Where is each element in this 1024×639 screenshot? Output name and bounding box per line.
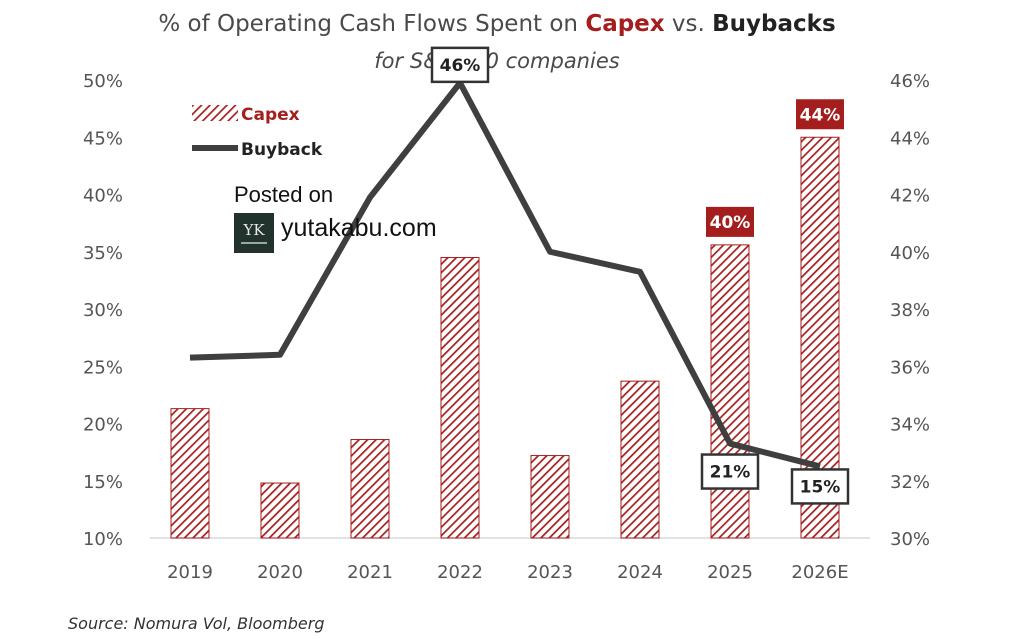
- right-tick-label: 44%: [890, 128, 930, 149]
- buyback-data-label: 21%: [710, 463, 751, 483]
- capex-data-label: 44%: [800, 105, 841, 125]
- right-tick-label: 36%: [890, 357, 930, 378]
- capex-data-label: 40%: [710, 213, 751, 233]
- buyback-label-box: [700, 453, 760, 490]
- left-tick-label: 45%: [83, 128, 123, 149]
- buyback-label-box: [430, 46, 490, 84]
- left-tick-label: 20%: [83, 415, 123, 436]
- legend-capex-label: Capex: [241, 105, 300, 125]
- x-tick-label: 2025: [707, 562, 753, 583]
- capex-bar: [620, 380, 660, 539]
- watermark-posted-on: Posted on: [234, 182, 334, 207]
- right-tick-label: 42%: [890, 186, 930, 207]
- x-tick-label: 2021: [347, 562, 393, 583]
- x-tick-label: 2024: [617, 562, 663, 583]
- right-tick-label: 46%: [890, 71, 930, 92]
- source-note: Source: Nomura Vol, Bloomberg: [68, 614, 324, 633]
- right-tick-label: 34%: [890, 415, 930, 436]
- left-tick-label: 35%: [83, 243, 123, 264]
- capex-label-box: [796, 99, 844, 130]
- right-tick-label: 32%: [890, 472, 930, 493]
- watermark-logo: YK: [234, 213, 274, 253]
- x-axis: 2019 2020 2021 2022 2023 2024 2025 2026E: [167, 562, 849, 583]
- x-tick-label: 2020: [257, 562, 303, 583]
- capex-bar: [530, 455, 570, 539]
- data-labels: 40% 44% 46% 21% 15%: [430, 46, 850, 505]
- buyback-line: [189, 79, 821, 470]
- left-tick-label: 25%: [83, 357, 123, 378]
- watermark-logo-rule: [241, 241, 267, 244]
- title-part-1: % of Operating Cash Flows Spent on: [158, 11, 585, 37]
- left-tick-label: 15%: [83, 472, 123, 493]
- legend: Capex Buyback: [192, 105, 323, 160]
- x-tick-label: 2026E: [791, 562, 848, 583]
- watermark-site: yutakabu.com: [281, 214, 437, 242]
- title-buybacks: Buybacks: [712, 11, 836, 37]
- chart-title: % of Operating Cash Flows Spent on Capex…: [158, 11, 835, 37]
- capex-label-box: [706, 206, 754, 237]
- buyback-data-label: 15%: [800, 477, 841, 497]
- title-part-3: vs.: [665, 11, 713, 37]
- capex-bar: [710, 244, 750, 539]
- x-tick-label: 2023: [527, 562, 573, 583]
- chart-subtitle: for S&P 500 companies: [374, 49, 619, 73]
- left-axis: 10% 15% 20% 25% 30% 35% 40% 45% 50%: [83, 71, 123, 550]
- left-tick-label: 30%: [83, 300, 123, 321]
- capex-bar: [170, 408, 210, 539]
- left-tick-label: 40%: [83, 186, 123, 207]
- left-tick-label: 10%: [83, 529, 123, 550]
- capex-bar: [350, 439, 390, 539]
- x-tick-label: 2019: [167, 562, 213, 583]
- capex-bar: [440, 256, 480, 539]
- right-tick-label: 30%: [890, 529, 930, 550]
- capex-bar: [260, 482, 300, 539]
- right-axis: 30% 32% 34% 36% 38% 40% 42% 44% 46%: [890, 71, 930, 550]
- right-tick-label: 38%: [890, 300, 930, 321]
- legend-buyback-label: Buyback: [241, 140, 323, 160]
- buyback-label-box: [790, 468, 850, 505]
- title-capex: Capex: [585, 11, 664, 37]
- watermark-logo-text: YK: [243, 220, 265, 239]
- left-tick-label: 50%: [83, 71, 123, 92]
- x-tick-label: 2022: [437, 562, 483, 583]
- buyback-data-label: 46%: [440, 56, 481, 76]
- right-tick-label: 40%: [890, 243, 930, 264]
- legend-capex-swatch: [192, 105, 238, 121]
